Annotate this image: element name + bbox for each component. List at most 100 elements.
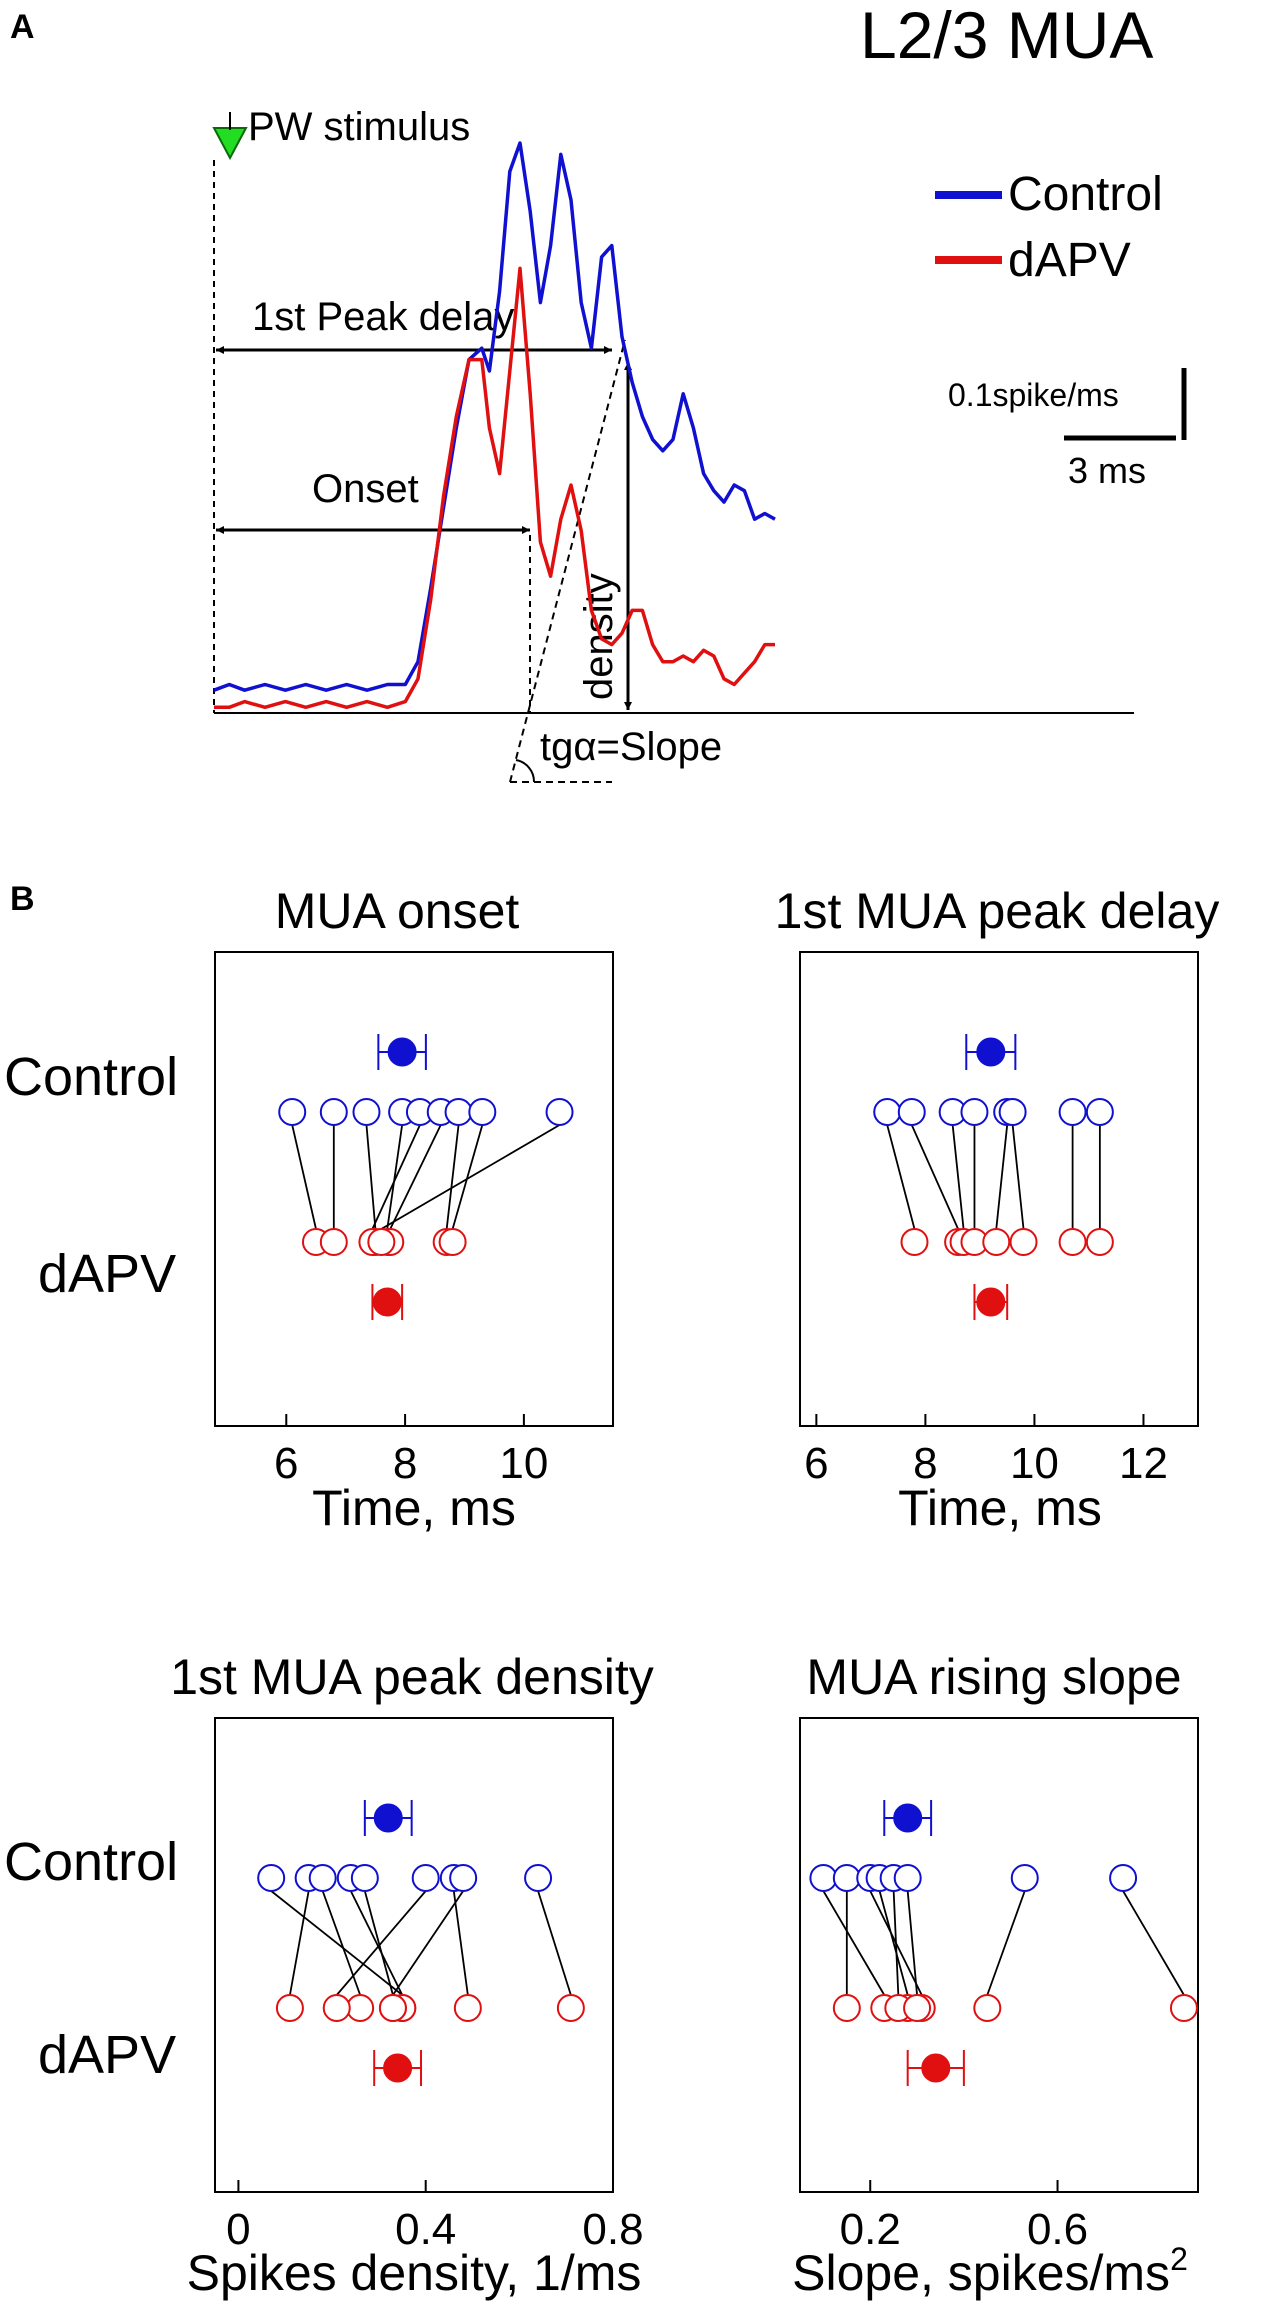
- dapv-mean-point: [372, 1287, 402, 1317]
- pair-line: [371, 1124, 421, 1230]
- pair-line: [1122, 1890, 1185, 1996]
- chart-mua-onset: MUA onset 6 8 10 Time, ms: [214, 883, 614, 1536]
- chart-title: MUA onset: [275, 883, 520, 939]
- x-tick-label: 0.2: [840, 2205, 901, 2254]
- pair-line: [365, 1124, 377, 1230]
- dapv-mean-point: [921, 2053, 951, 2083]
- chart-peak-density: 1st MUA peak density 0 0.4 0.8 Spikes dens…: [170, 1649, 654, 2301]
- dapv-point: [275, 1994, 304, 2022]
- stimulus-label: PW stimulus: [248, 105, 470, 149]
- legend-label-dapv: dAPV: [1008, 234, 1131, 287]
- dapv-mean-point: [383, 2053, 413, 2083]
- x-tick-label: 6: [804, 1439, 828, 1488]
- pair-line: [986, 1890, 1026, 1996]
- dapv-point: [367, 1228, 396, 1256]
- control-mean-point: [976, 1037, 1006, 1067]
- dapv-point: [346, 1994, 375, 2022]
- pair-line: [363, 1890, 394, 1996]
- control-point: [545, 1098, 574, 1126]
- x-tick-label: 10: [1010, 1439, 1059, 1488]
- pair-line: [389, 1124, 442, 1230]
- dapv-point: [556, 1994, 585, 2022]
- chart-marks: 6 8 10 12: [804, 1034, 1168, 1488]
- control-point: [524, 1864, 553, 1892]
- chart-marks: 0 0.4 0.8: [226, 1800, 644, 2254]
- control-point: [1109, 1864, 1138, 1892]
- pair-line: [995, 1124, 1009, 1230]
- control-mean-point: [373, 1803, 403, 1833]
- dapv-point: [1058, 1228, 1087, 1256]
- dapv-point: [900, 1228, 929, 1256]
- chart-peak-delay: 1st MUA peak delay 6 8 10 12 Time, ms: [775, 883, 1220, 1536]
- pair-line: [321, 1890, 361, 1996]
- dapv-point: [1169, 1994, 1198, 2022]
- x-axis-label: Time, ms: [898, 1480, 1102, 1536]
- pair-line: [289, 1890, 310, 1996]
- pair-line: [878, 1890, 909, 1996]
- slope-angle-arc: [515, 759, 536, 783]
- control-point: [1058, 1098, 1087, 1126]
- control-point: [319, 1098, 348, 1126]
- panel-a-letter: A: [10, 8, 35, 46]
- control-point: [873, 1098, 902, 1126]
- dapv-point: [322, 1994, 351, 2022]
- pair-line: [291, 1124, 317, 1230]
- pair-line: [386, 1124, 404, 1230]
- control-point: [809, 1864, 838, 1892]
- legend-label-control: Control: [1008, 168, 1163, 221]
- x-tick-label: 0.4: [395, 2205, 456, 2254]
- chart-marks: 6 8 10: [274, 1034, 574, 1488]
- dapv-trace: [214, 266, 775, 710]
- panel-b-letter: B: [10, 880, 35, 918]
- chart-frame: [214, 1717, 614, 2193]
- x-axis-label: Slope, spikes/ms2: [792, 2241, 1188, 2301]
- chart-frame: [799, 1717, 1199, 2193]
- control-trace: [213, 141, 776, 692]
- x-tick-label: 8: [393, 1439, 417, 1488]
- dapv-point: [973, 1994, 1002, 2022]
- pair-line: [270, 1890, 403, 1996]
- x-tick-label: 0.6: [1027, 2205, 1088, 2254]
- chart-frame: [214, 951, 614, 1427]
- control-point: [308, 1864, 337, 1892]
- peak-delay-label: 1st Peak delay: [252, 295, 514, 339]
- control-point: [278, 1098, 307, 1126]
- control-point: [352, 1098, 381, 1126]
- control-point: [832, 1864, 861, 1892]
- dapv-point: [1009, 1228, 1038, 1256]
- chart-title: 1st MUA peak density: [170, 1649, 654, 1705]
- pair-line: [392, 1890, 464, 1996]
- control-point: [897, 1098, 926, 1126]
- row-label-control-bottom: Control: [4, 1832, 178, 1892]
- dapv-point: [982, 1228, 1011, 1256]
- dapv-point: [1085, 1228, 1114, 1256]
- pair-line: [452, 1890, 469, 1996]
- control-point: [1010, 1864, 1039, 1892]
- x-axis-label: Time, ms: [312, 1480, 516, 1536]
- dapv-point: [903, 1994, 932, 2022]
- scale-bar-y-label: 0.1spike/ms: [948, 377, 1119, 413]
- panel-a-title: L2/3 MUA: [860, 0, 1153, 72]
- slope-tangent-line: [509, 339, 626, 783]
- control-point: [257, 1864, 286, 1892]
- x-axis-label-text: Slope, spikes/ms: [792, 2245, 1170, 2301]
- chart-rising-slope: MUA rising slope 0.2 0.6 Slope, spikes/ms…: [792, 1649, 1199, 2301]
- pair-line: [537, 1890, 572, 1996]
- pair-line: [1011, 1124, 1025, 1230]
- control-mean-point: [893, 1803, 923, 1833]
- x-axis-label-superscript: 2: [1170, 2241, 1188, 2277]
- pair-line: [822, 1890, 886, 1996]
- x-tick-label: 8: [913, 1439, 937, 1488]
- pair-line: [380, 1124, 560, 1230]
- x-tick-label: 6: [274, 1439, 298, 1488]
- pair-line: [886, 1124, 916, 1230]
- onset-label: Onset: [312, 467, 419, 511]
- stimulus-marker-icon: [212, 127, 248, 161]
- control-point: [449, 1864, 478, 1892]
- control-point: [960, 1098, 989, 1126]
- control-point: [1085, 1098, 1114, 1126]
- pair-line: [906, 1890, 918, 1996]
- control-point: [468, 1098, 497, 1126]
- chart-frame: [799, 951, 1199, 1427]
- pair-line: [349, 1890, 404, 1996]
